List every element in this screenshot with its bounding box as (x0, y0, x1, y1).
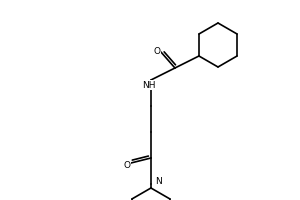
Text: O: O (123, 160, 130, 170)
Text: NH: NH (142, 80, 156, 90)
Text: N: N (156, 178, 162, 186)
Text: O: O (153, 46, 161, 55)
